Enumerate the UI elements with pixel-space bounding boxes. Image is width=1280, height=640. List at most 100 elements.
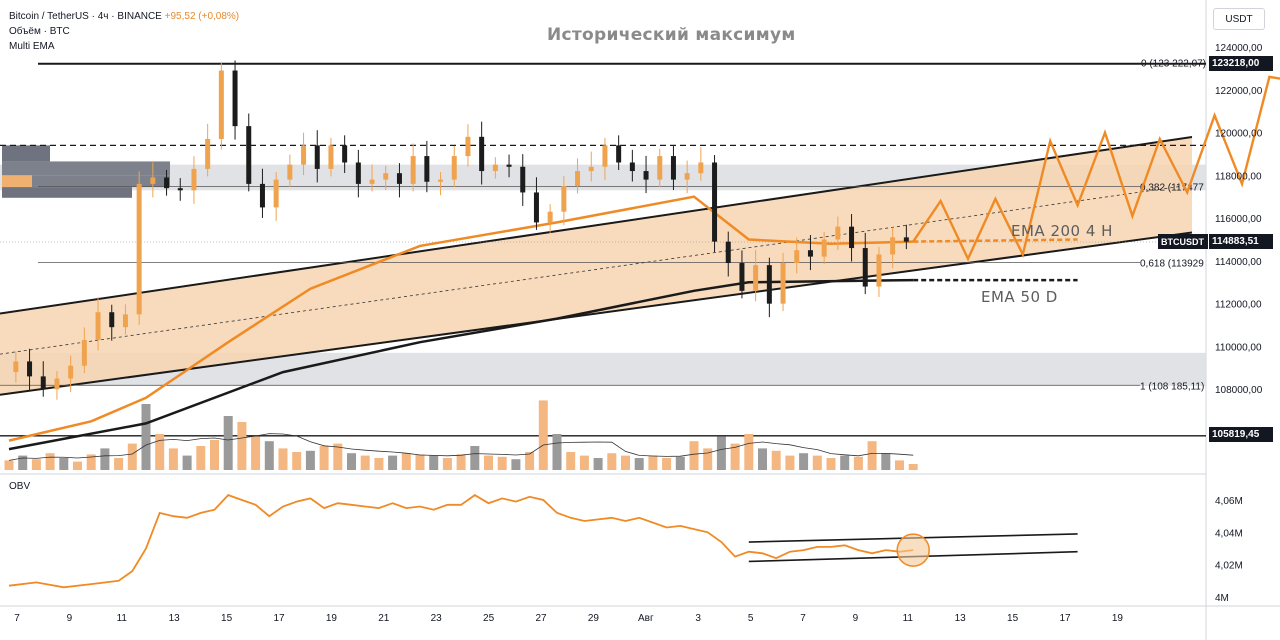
volume-bar — [497, 456, 507, 470]
candle-body — [68, 365, 74, 379]
candle-body — [739, 263, 745, 291]
volume-bar — [319, 446, 329, 470]
x-tick-label: 15 — [221, 613, 233, 624]
candle-body — [342, 145, 348, 163]
candle-body — [177, 188, 183, 191]
volume-bar — [100, 448, 110, 470]
volume-bar — [59, 458, 69, 470]
channel-fill — [0, 136, 1192, 395]
volume-bar — [374, 458, 384, 470]
legend-symbol: Bitcoin / TetherUS · 4ч · BINANCE — [9, 11, 162, 22]
candle-body — [876, 254, 882, 287]
candle-body — [383, 173, 389, 180]
x-tick-label: 11 — [903, 613, 914, 624]
candle-body — [205, 138, 211, 169]
candle-body — [903, 237, 909, 242]
candle-body — [27, 361, 33, 377]
currency-button[interactable]: USDT — [1213, 8, 1265, 30]
volume-bar — [168, 448, 178, 470]
obv-pane-label: OBV — [9, 481, 31, 492]
candle-body — [424, 156, 430, 182]
volume-bar — [18, 455, 28, 470]
x-tick-label: 13 — [955, 613, 967, 624]
y-tick-label: 122000,00 — [1215, 86, 1263, 97]
x-tick-label: 3 — [695, 613, 701, 624]
candle-body — [698, 162, 704, 174]
volume-bar — [360, 455, 370, 470]
candle-body — [191, 168, 197, 191]
volume-bar — [155, 434, 165, 470]
ema200-annotation: EMA 200 4 H — [1011, 222, 1113, 240]
candle-body — [95, 312, 101, 341]
candle-body — [725, 241, 731, 264]
volume-bar — [4, 460, 14, 470]
y-tick-label: 116000,00 — [1215, 214, 1262, 225]
candle-body — [753, 265, 759, 291]
candle-body — [712, 162, 718, 242]
candle-body — [259, 183, 265, 208]
ema200-line — [8, 195, 914, 442]
x-tick-label: 7 — [800, 613, 806, 624]
candle-body — [533, 192, 539, 223]
volume-bar — [716, 436, 726, 470]
candle-body — [629, 162, 635, 172]
volume-bar — [744, 434, 754, 470]
fib-0382-label: 0,382 (117477 — [1140, 183, 1204, 194]
volume-bar — [826, 458, 836, 470]
volume-bar — [415, 454, 425, 470]
volume-bar — [347, 453, 356, 470]
volume-bar — [45, 453, 55, 470]
price-tag-symbol: BTCUSDT — [1158, 234, 1208, 249]
x-tick-label: 9 — [853, 613, 859, 624]
y-tick-label: 114000,00 — [1215, 257, 1262, 268]
candle-body — [369, 179, 375, 184]
volume-bar — [881, 453, 891, 470]
candle-body — [136, 183, 142, 315]
volume-bar — [196, 446, 206, 470]
volume-profile-bar — [2, 187, 132, 198]
channel-midline — [0, 184, 1193, 355]
candle-body — [794, 250, 800, 264]
volume-ma-line — [8, 433, 914, 461]
candle-body — [396, 173, 402, 184]
volume-bar — [114, 458, 124, 470]
x-tick-label: 11 — [117, 613, 128, 624]
x-tick-label: 17 — [1059, 613, 1071, 624]
fib-0618-label: 0,618 (113929 — [1140, 258, 1204, 269]
volume-bar — [223, 416, 233, 470]
candle-body — [150, 177, 156, 184]
y-tick-label: 124000,00 — [1215, 43, 1263, 54]
candle-body — [657, 156, 663, 180]
candle-body — [643, 171, 649, 180]
candle-body — [849, 226, 855, 249]
candle-body — [438, 179, 444, 182]
legend-volume: Объём · BTC — [9, 26, 70, 37]
candle-body — [287, 164, 293, 180]
candle-body — [355, 162, 361, 184]
volume-profile-bar — [2, 161, 170, 176]
projection-path — [912, 75, 1280, 262]
x-tick-label: Авг — [638, 613, 654, 624]
volume-bar — [86, 454, 96, 470]
volume-bar — [593, 458, 603, 470]
x-tick-label: 21 — [378, 613, 390, 624]
volume-bar — [812, 455, 822, 470]
volume-bar — [785, 455, 795, 470]
volume-bar — [566, 452, 576, 470]
volume-bar — [607, 453, 617, 470]
candle-body — [862, 248, 868, 287]
volume-profile-bar — [2, 175, 32, 188]
volume-bar — [292, 452, 302, 470]
volume-bar — [305, 450, 315, 470]
volume-bar — [730, 443, 740, 470]
x-tick-label: 5 — [748, 613, 754, 624]
volume-bar — [210, 440, 219, 470]
y-tick-label: 118000,00 — [1215, 171, 1262, 182]
volume-bar — [31, 459, 41, 470]
volume-bar — [470, 446, 480, 470]
candle-body — [547, 211, 553, 223]
x-tick-label: 25 — [483, 613, 495, 624]
volume-bar — [511, 459, 521, 470]
volume-bar — [388, 455, 398, 470]
